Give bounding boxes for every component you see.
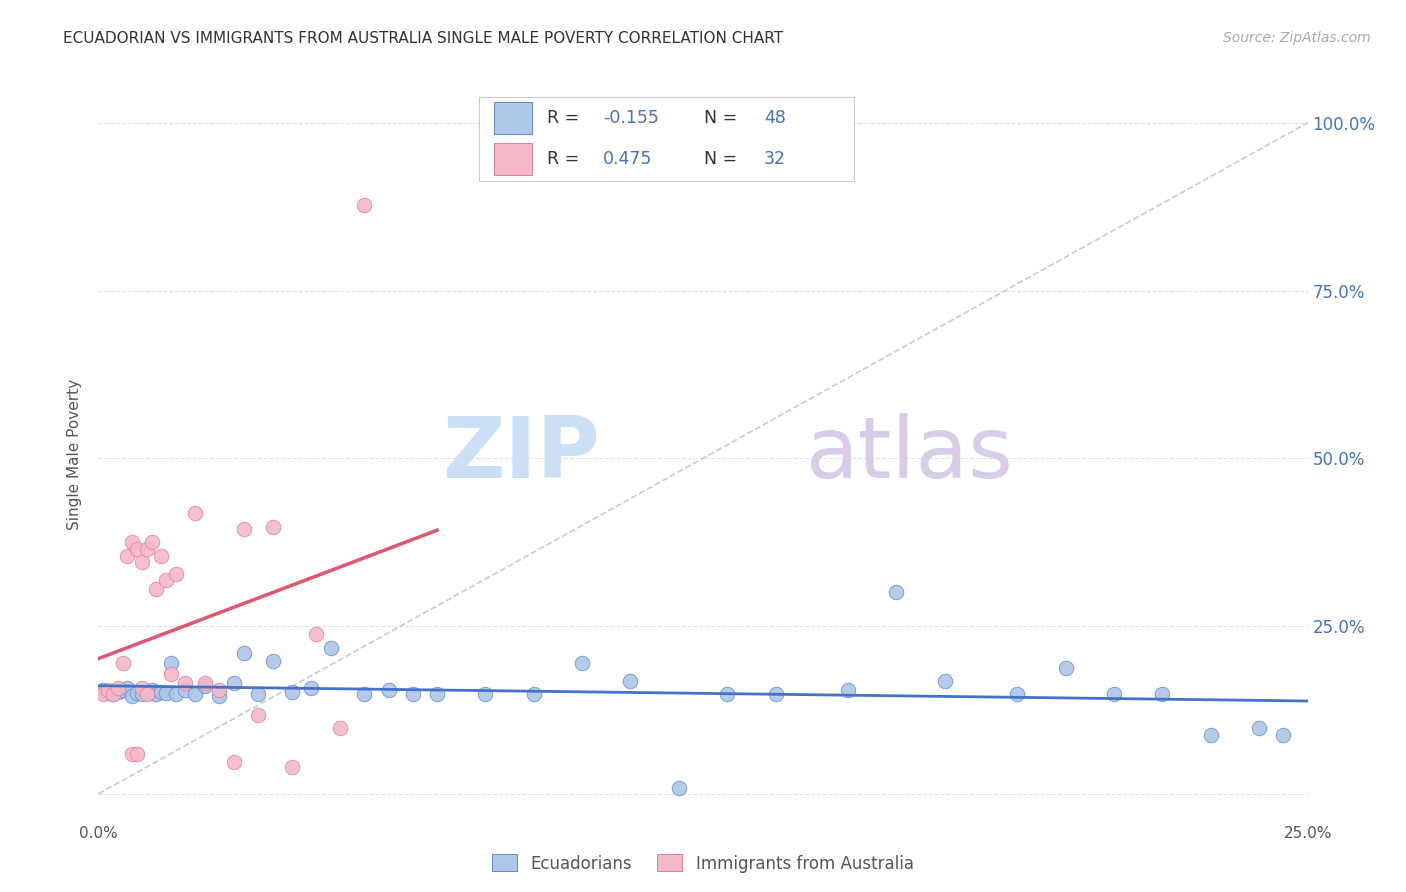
Point bbox=[121, 747, 143, 761]
Point bbox=[377, 682, 399, 697]
Point bbox=[765, 688, 787, 702]
Point bbox=[91, 688, 114, 702]
Point bbox=[668, 781, 690, 796]
Text: atlas: atlas bbox=[806, 413, 1014, 497]
Text: ECUADORIAN VS IMMIGRANTS FROM AUSTRALIA SINGLE MALE POVERTY CORRELATION CHART: ECUADORIAN VS IMMIGRANTS FROM AUSTRALIA … bbox=[63, 31, 783, 46]
Point bbox=[1272, 728, 1295, 742]
Point bbox=[174, 676, 197, 690]
Point bbox=[299, 681, 322, 695]
Point bbox=[402, 688, 425, 702]
Point bbox=[222, 676, 245, 690]
Point bbox=[107, 685, 129, 699]
Point bbox=[1249, 721, 1271, 735]
Point bbox=[184, 688, 207, 702]
Point bbox=[837, 682, 859, 697]
Point bbox=[281, 760, 304, 774]
Point bbox=[165, 688, 187, 702]
Point bbox=[141, 682, 163, 697]
Point bbox=[194, 680, 217, 694]
Point bbox=[222, 755, 245, 769]
Point bbox=[127, 747, 149, 761]
Point bbox=[232, 646, 254, 660]
Point bbox=[121, 690, 143, 704]
Point bbox=[619, 674, 641, 689]
Point bbox=[101, 688, 124, 702]
Point bbox=[353, 688, 375, 702]
Point bbox=[1007, 688, 1029, 702]
Point bbox=[135, 541, 157, 556]
Point bbox=[232, 522, 254, 536]
Point bbox=[150, 685, 173, 699]
Point bbox=[141, 535, 163, 549]
Point bbox=[329, 721, 352, 735]
Point bbox=[886, 585, 908, 599]
Point bbox=[135, 688, 157, 702]
Point bbox=[91, 682, 114, 697]
Point bbox=[305, 627, 328, 641]
Y-axis label: Single Male Poverty: Single Male Poverty bbox=[67, 379, 83, 531]
Point bbox=[319, 640, 342, 655]
Point bbox=[97, 682, 120, 697]
Point bbox=[101, 688, 124, 702]
Point bbox=[1054, 660, 1077, 674]
Point bbox=[281, 685, 304, 699]
Point bbox=[1199, 728, 1222, 742]
Point bbox=[523, 688, 546, 702]
Text: ZIP: ZIP bbox=[443, 413, 600, 497]
Point bbox=[474, 688, 496, 702]
Point bbox=[208, 682, 231, 697]
Point bbox=[174, 682, 197, 697]
Point bbox=[184, 506, 207, 520]
Point bbox=[262, 654, 284, 668]
Point bbox=[716, 688, 738, 702]
Point bbox=[145, 582, 167, 596]
Point bbox=[155, 574, 177, 588]
Point bbox=[111, 682, 134, 697]
Point bbox=[135, 685, 157, 699]
Point bbox=[353, 197, 375, 211]
Point bbox=[97, 686, 120, 700]
Point bbox=[1102, 688, 1125, 702]
Point bbox=[934, 674, 956, 689]
Point bbox=[117, 681, 139, 695]
Point bbox=[247, 688, 270, 702]
Point bbox=[131, 688, 153, 702]
Point bbox=[150, 549, 173, 563]
Point bbox=[247, 707, 270, 722]
Point bbox=[117, 549, 139, 563]
Point bbox=[165, 566, 187, 581]
Point bbox=[160, 667, 183, 681]
Text: Source: ZipAtlas.com: Source: ZipAtlas.com bbox=[1223, 31, 1371, 45]
Point bbox=[107, 681, 129, 695]
Point bbox=[426, 688, 449, 702]
Point bbox=[121, 535, 143, 549]
Legend: Ecuadorians, Immigrants from Australia: Ecuadorians, Immigrants from Australia bbox=[485, 847, 921, 880]
Point bbox=[1152, 688, 1174, 702]
Point bbox=[111, 656, 134, 670]
Point bbox=[155, 686, 177, 700]
Point bbox=[160, 656, 183, 670]
Point bbox=[571, 656, 593, 670]
Point bbox=[208, 690, 231, 704]
Point bbox=[262, 519, 284, 533]
Point bbox=[194, 676, 217, 690]
Point bbox=[127, 541, 149, 556]
Point bbox=[145, 688, 167, 702]
Point bbox=[131, 555, 153, 569]
Point bbox=[131, 681, 153, 695]
Point bbox=[127, 686, 149, 700]
